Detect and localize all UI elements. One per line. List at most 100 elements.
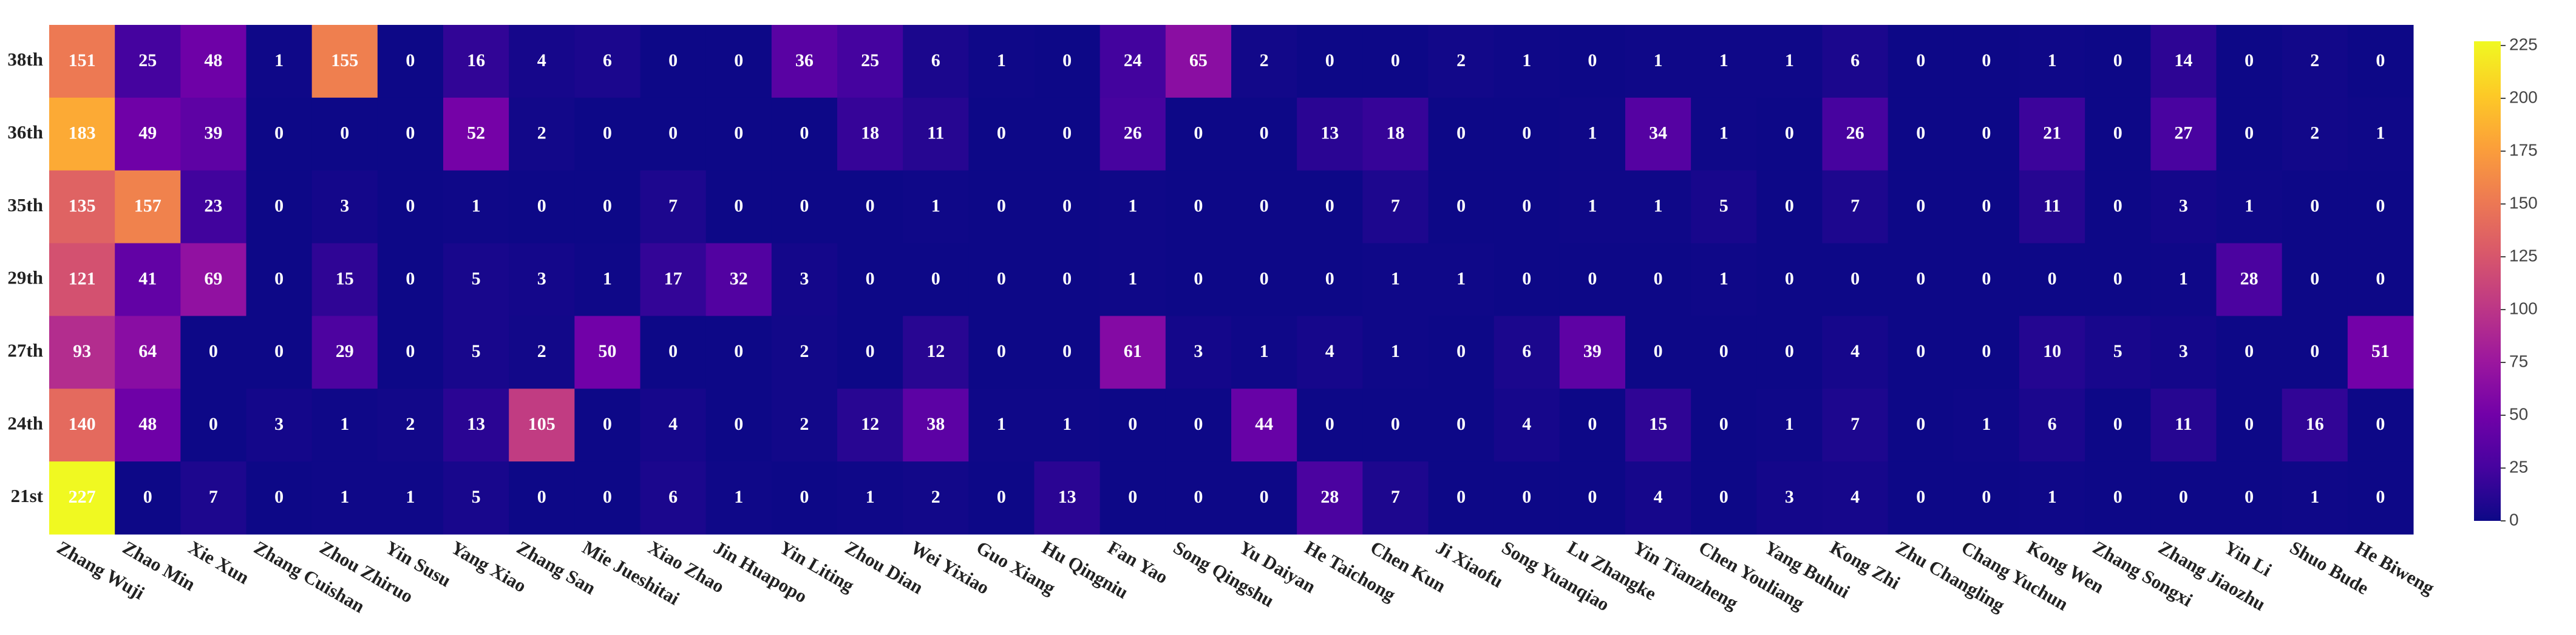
x-tick-label: Zhu Changling [1892,537,2009,616]
cell-label: 51 [2371,341,2390,361]
heatmap-cell [1691,170,1757,244]
heatmap-cell [2282,243,2348,316]
cell-label: 0 [2245,414,2254,434]
heatmap-cell [2150,316,2217,389]
cell-label: 0 [2310,341,2319,361]
cell-label: 2 [931,487,940,507]
cell-label: 3 [2179,196,2188,216]
cell-label: 61 [1124,341,1142,361]
heatmap-cell [1888,243,1954,316]
heatmap-cell [903,389,969,462]
cell-label: 27 [2174,123,2192,143]
cell-label: 44 [1255,414,1273,434]
cell-label: 0 [668,123,678,143]
cell-label: 0 [1456,487,1466,507]
cell-label: 0 [1391,414,1400,434]
heatmap-cell [49,25,115,98]
heatmap-cell [705,461,772,535]
heatmap-cell [2347,389,2414,462]
heatmap-cell [2150,25,2217,98]
heatmap-cell [1362,389,1429,462]
cell-label: 0 [997,196,1006,216]
heatmap-cell [837,389,903,462]
cell-label: 1 [866,487,875,507]
cell-label: 0 [274,196,284,216]
colorbar-tick-label: 50 [2509,404,2528,423]
cell-label: 1 [1785,414,1794,434]
heatmap-cell [1231,389,1297,462]
cell-label: 5 [472,487,481,507]
cell-label: 6 [1850,50,1860,70]
heatmap-cell [1756,461,1823,535]
heatmap-cell [509,25,575,98]
heatmap-cell [49,389,115,462]
cell-label: 0 [1654,268,1663,288]
heatmap-cell [1559,170,1626,244]
heatmap-cell [509,243,575,316]
cell-label: 52 [467,123,485,143]
heatmap-cell [1099,170,1166,244]
heatmap-cell [49,243,115,316]
heatmap-cell [1953,97,2020,171]
cell-label: 0 [1194,196,1203,216]
heatmap-cell [1953,389,2020,462]
cell-label: 2 [2310,123,2319,143]
heatmap-cell [377,316,444,389]
heatmap-cell [1165,170,1232,244]
heatmap-cell [837,461,903,535]
heatmap-cell [2019,316,2085,389]
y-tick-label: 36th [7,121,43,143]
heatmap-cell [2282,461,2348,535]
heatmap-cell [1822,316,1889,389]
y-tick-label: 27th [7,339,43,361]
cell-label: 0 [2179,487,2188,507]
heatmap-cell [1691,389,1757,462]
heatmap-cell [968,316,1035,389]
cell-label: 0 [2245,341,2254,361]
heatmap-cell [1691,25,1757,98]
heatmap-cell [246,316,313,389]
heatmap-cell [1428,316,1495,389]
cell-label: 0 [1391,50,1400,70]
heatmap-cell [1822,97,1889,171]
heatmap-cell [443,97,509,171]
heatmap-cell [2019,25,2085,98]
cell-label: 0 [1916,50,1925,70]
heatmap-cell [705,25,772,98]
heatmap-cell [771,25,838,98]
heatmap-cell [1494,389,1560,462]
cell-label: 0 [274,341,284,361]
cell-label: 0 [1456,414,1466,434]
cell-label: 65 [1189,50,1208,70]
heatmap-cell [2085,170,2151,244]
heatmap-cell [1165,461,1232,535]
cell-label: 7 [209,487,218,507]
heatmap-cell [246,243,313,316]
heatmap-cell [1034,316,1101,389]
cell-label: 0 [1194,487,1203,507]
cell-label: 1 [1719,268,1728,288]
cell-label: 0 [1588,487,1597,507]
heatmap-cell [640,25,707,98]
heatmap-cell [574,316,641,389]
heatmap-cell [1625,316,1691,389]
cell-label: 50 [598,341,616,361]
cell-label: 1 [1719,50,1728,70]
heatmap-cell [311,97,378,171]
cell-label: 1 [1260,341,1269,361]
heatmap-cell [509,170,575,244]
cell-label: 1 [1785,50,1794,70]
heatmap-cell [1034,170,1101,244]
cell-label: 0 [997,341,1006,361]
cell-label: 2 [800,341,809,361]
heatmap-cell [705,389,772,462]
heatmap-cell [968,25,1035,98]
heatmap-cell [443,25,509,98]
cell-label: 0 [340,123,349,143]
heatmap-cell [1362,316,1429,389]
cell-label: 0 [1719,414,1728,434]
heatmap-cell [1428,389,1495,462]
heatmap-cell [2085,25,2151,98]
cell-label: 1 [2310,487,2319,507]
heatmap-cell [2347,170,2414,244]
